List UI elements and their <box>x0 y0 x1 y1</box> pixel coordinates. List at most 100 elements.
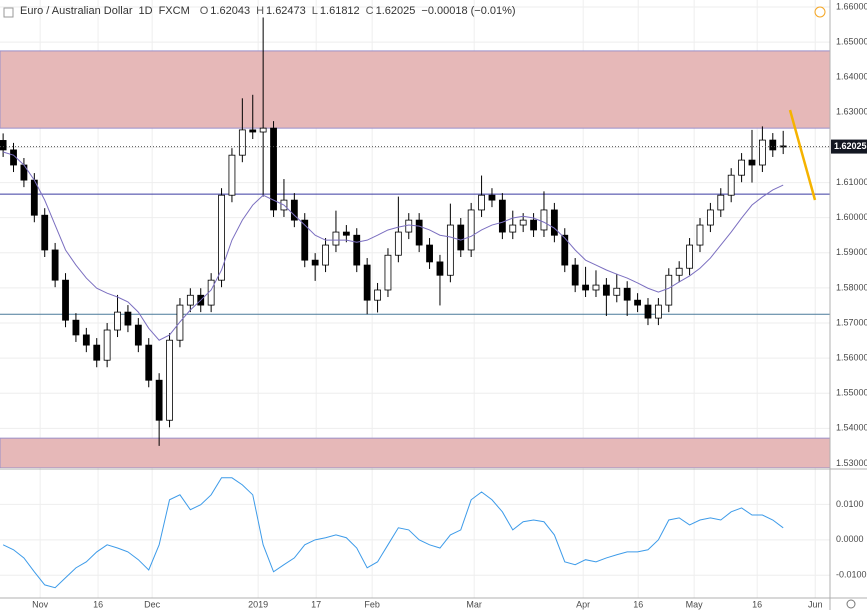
candle-body <box>353 234 361 266</box>
candle-body <box>72 319 80 336</box>
ohlc-label: O <box>199 5 209 17</box>
candle-body <box>186 294 194 306</box>
x-tick-label: Nov <box>32 599 49 609</box>
zone <box>0 437 830 468</box>
candle-body <box>758 139 766 166</box>
candle-body <box>155 379 163 421</box>
y-tick-label: 1.64000 <box>836 72 867 82</box>
x-tick-label: 16 <box>93 599 103 609</box>
legend-header: Euro / Australian Dollar 1D FXCM O 1.6204… <box>20 5 516 17</box>
x-tick-label: Apr <box>576 599 590 609</box>
x-tick-label: Jun <box>808 599 823 609</box>
ohlc-value: 1.61812 <box>319 5 360 17</box>
y-tick-label: -0.0100 <box>836 570 867 580</box>
candle-body <box>602 284 610 296</box>
last-price-label: 1.62025 <box>834 141 867 151</box>
candle-body <box>259 127 267 133</box>
y-tick-label: 1.57000 <box>836 317 867 327</box>
candle-body <box>727 174 735 196</box>
y-tick-label: 1.56000 <box>836 352 867 362</box>
candle-body <box>436 261 444 276</box>
candle-body <box>613 287 621 296</box>
ohlc-label: C <box>365 5 374 17</box>
ohlc-label: L <box>311 5 318 17</box>
candle-body <box>623 287 631 301</box>
candle-body <box>644 304 652 319</box>
candle-body <box>301 219 309 261</box>
candle-body <box>0 140 7 151</box>
zones <box>0 50 830 468</box>
candle-body <box>509 224 517 233</box>
candle-body <box>394 231 402 256</box>
candle-body <box>311 259 319 266</box>
x-tick-label: 16 <box>633 599 643 609</box>
candle-body <box>498 199 506 233</box>
candle-body <box>530 219 537 231</box>
x-tick-label: 2019 <box>248 599 268 609</box>
candle-body <box>457 224 465 251</box>
x-tick-label: Mar <box>466 599 482 609</box>
candle-body <box>363 264 371 301</box>
candle-body <box>145 344 153 381</box>
collapse-icon[interactable] <box>3 7 14 18</box>
candle-body <box>446 224 454 276</box>
candle-body <box>374 289 381 301</box>
moving-average <box>2 151 784 341</box>
x-tick-label: 16 <box>752 599 762 609</box>
candle-body <box>41 214 49 251</box>
candle-body <box>342 231 350 236</box>
x-tick-label: 17 <box>311 599 321 609</box>
y-tick-label: 1.61000 <box>836 177 867 187</box>
candle-body <box>332 231 340 246</box>
candle-body <box>717 194 725 211</box>
candle-body <box>706 209 714 226</box>
candle-body <box>748 159 756 166</box>
y-tick-label: 1.53000 <box>836 458 867 468</box>
y-tick-label: 1.65000 <box>836 37 867 47</box>
settings-icon[interactable] <box>846 599 856 609</box>
candle-body <box>550 209 558 236</box>
last-price-badge <box>831 139 867 154</box>
candle-body <box>82 334 90 346</box>
candle-body <box>134 324 142 346</box>
candle-body <box>124 311 132 326</box>
candle-body <box>384 254 392 291</box>
candle-body <box>218 194 225 281</box>
y-tick-label: 1.58000 <box>836 282 867 292</box>
zone <box>0 50 830 129</box>
drawn-trend-line[interactable] <box>788 109 817 201</box>
ohlc-label: H <box>256 5 265 17</box>
y-tick-label: 1.59000 <box>836 247 867 257</box>
clock-icon[interactable] <box>814 6 826 18</box>
candle-body <box>634 299 641 306</box>
candle-body <box>478 194 485 211</box>
candle-body <box>322 244 329 266</box>
candle-body <box>654 304 662 319</box>
ohlc-value: 1.62043 <box>210 5 251 17</box>
candle-body <box>415 219 423 246</box>
ohlc-value: 1.62025 <box>375 5 416 17</box>
change: −0.00018 (−0.01%) <box>421 5 516 17</box>
source[interactable]: FXCM <box>158 5 190 17</box>
y-tick-label: 1.63000 <box>836 107 867 117</box>
candle-body <box>290 199 298 221</box>
indicator-pane <box>2 477 784 589</box>
candle-body <box>62 279 69 321</box>
x-tick-label: Dec <box>144 599 161 609</box>
x-tick-label: May <box>686 599 704 609</box>
candle-body <box>561 234 569 266</box>
symbol-title: Euro / Australian Dollar <box>20 5 133 17</box>
candle-body <box>103 329 111 361</box>
candle-body <box>249 129 257 133</box>
candle-body <box>426 244 433 263</box>
y-tick-label: 0.0100 <box>836 499 864 509</box>
y-tick-label: 1.66000 <box>836 1 867 11</box>
candle-body <box>582 284 589 291</box>
y-tick-label: 0.0000 <box>836 534 864 544</box>
candle-body <box>686 244 693 269</box>
candle-body <box>166 339 173 421</box>
candle-body <box>93 344 101 361</box>
y-tick-label: 1.54000 <box>836 423 867 433</box>
ohlc-value: 1.62473 <box>266 5 306 17</box>
